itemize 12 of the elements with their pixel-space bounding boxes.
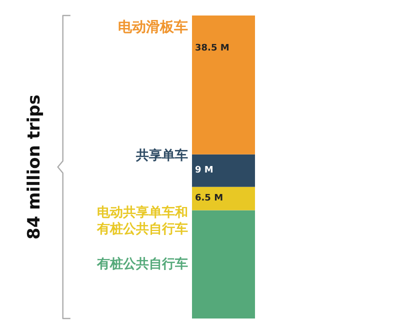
series-label: 共享单车 xyxy=(135,148,188,164)
bar xyxy=(192,16,255,154)
series-label: 电动共享单车和有桩公共自行车 xyxy=(96,204,188,238)
data-label: 38.5 M xyxy=(195,44,230,54)
series-label: 电动滑板车 xyxy=(118,18,188,36)
bar xyxy=(192,210,255,318)
bar xyxy=(192,186,255,210)
series-label: 有桩公共自行车 xyxy=(96,256,188,272)
data-label: 6.5 M xyxy=(195,194,224,204)
band-label: 84 million trips xyxy=(24,94,44,240)
data-label: 9 M xyxy=(195,166,214,176)
bar xyxy=(192,154,255,187)
